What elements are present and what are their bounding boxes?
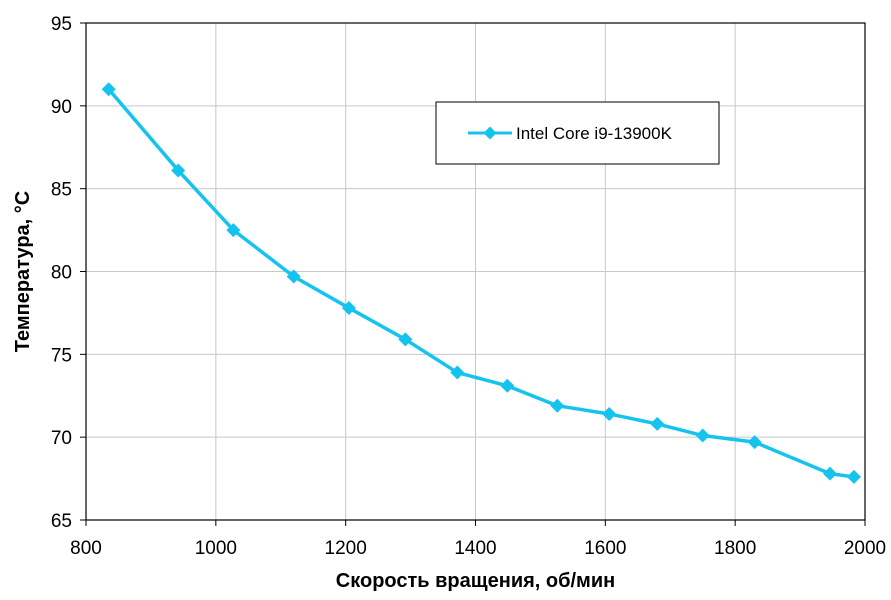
data-point-marker (695, 428, 710, 443)
data-point-marker (341, 300, 356, 315)
y-tick-label: 65 (51, 511, 72, 532)
x-tick-label: 800 (70, 538, 102, 559)
data-point-marker (500, 378, 515, 393)
x-tick-label: 1800 (714, 538, 756, 559)
data-point-marker (101, 82, 116, 97)
x-tick-label: 1000 (195, 538, 237, 559)
data-point-marker (450, 365, 465, 380)
data-point-marker (747, 435, 762, 450)
data-point-marker (171, 163, 186, 178)
x-axis-title: Скорость вращения, об/мин (336, 570, 615, 592)
data-point-marker (602, 406, 617, 421)
y-tick-label: 75 (51, 345, 72, 366)
data-point-marker (550, 398, 565, 413)
x-axis-ticks: 800 1000 1200 1400 1600 1800 2000 (70, 520, 886, 559)
series-layer (101, 82, 861, 484)
x-tick-label: 1600 (584, 538, 626, 559)
y-tick-label: 70 (51, 428, 72, 449)
data-point-marker (846, 469, 861, 484)
legend: Intel Core i9-13900K (435, 101, 720, 165)
y-tick-label: 85 (51, 180, 72, 201)
legend-diamond-marker (483, 126, 497, 140)
y-axis-ticks: 65 70 75 80 85 90 95 (51, 14, 86, 532)
data-point-marker (226, 223, 241, 238)
data-point-marker (650, 416, 665, 431)
y-axis-title: Температура, °C (12, 191, 34, 352)
data-point-marker (286, 269, 301, 284)
x-tick-label: 1200 (325, 538, 367, 559)
data-point-marker (822, 466, 837, 481)
x-tick-label: 2000 (844, 538, 886, 559)
legend-label: Intel Core i9-13900K (516, 124, 673, 143)
y-tick-label: 80 (51, 263, 72, 284)
x-tick-label: 1400 (454, 538, 496, 559)
y-tick-label: 95 (51, 14, 72, 35)
grid-lines (85, 22, 866, 521)
data-point-marker (398, 332, 413, 347)
y-tick-label: 90 (51, 97, 72, 118)
